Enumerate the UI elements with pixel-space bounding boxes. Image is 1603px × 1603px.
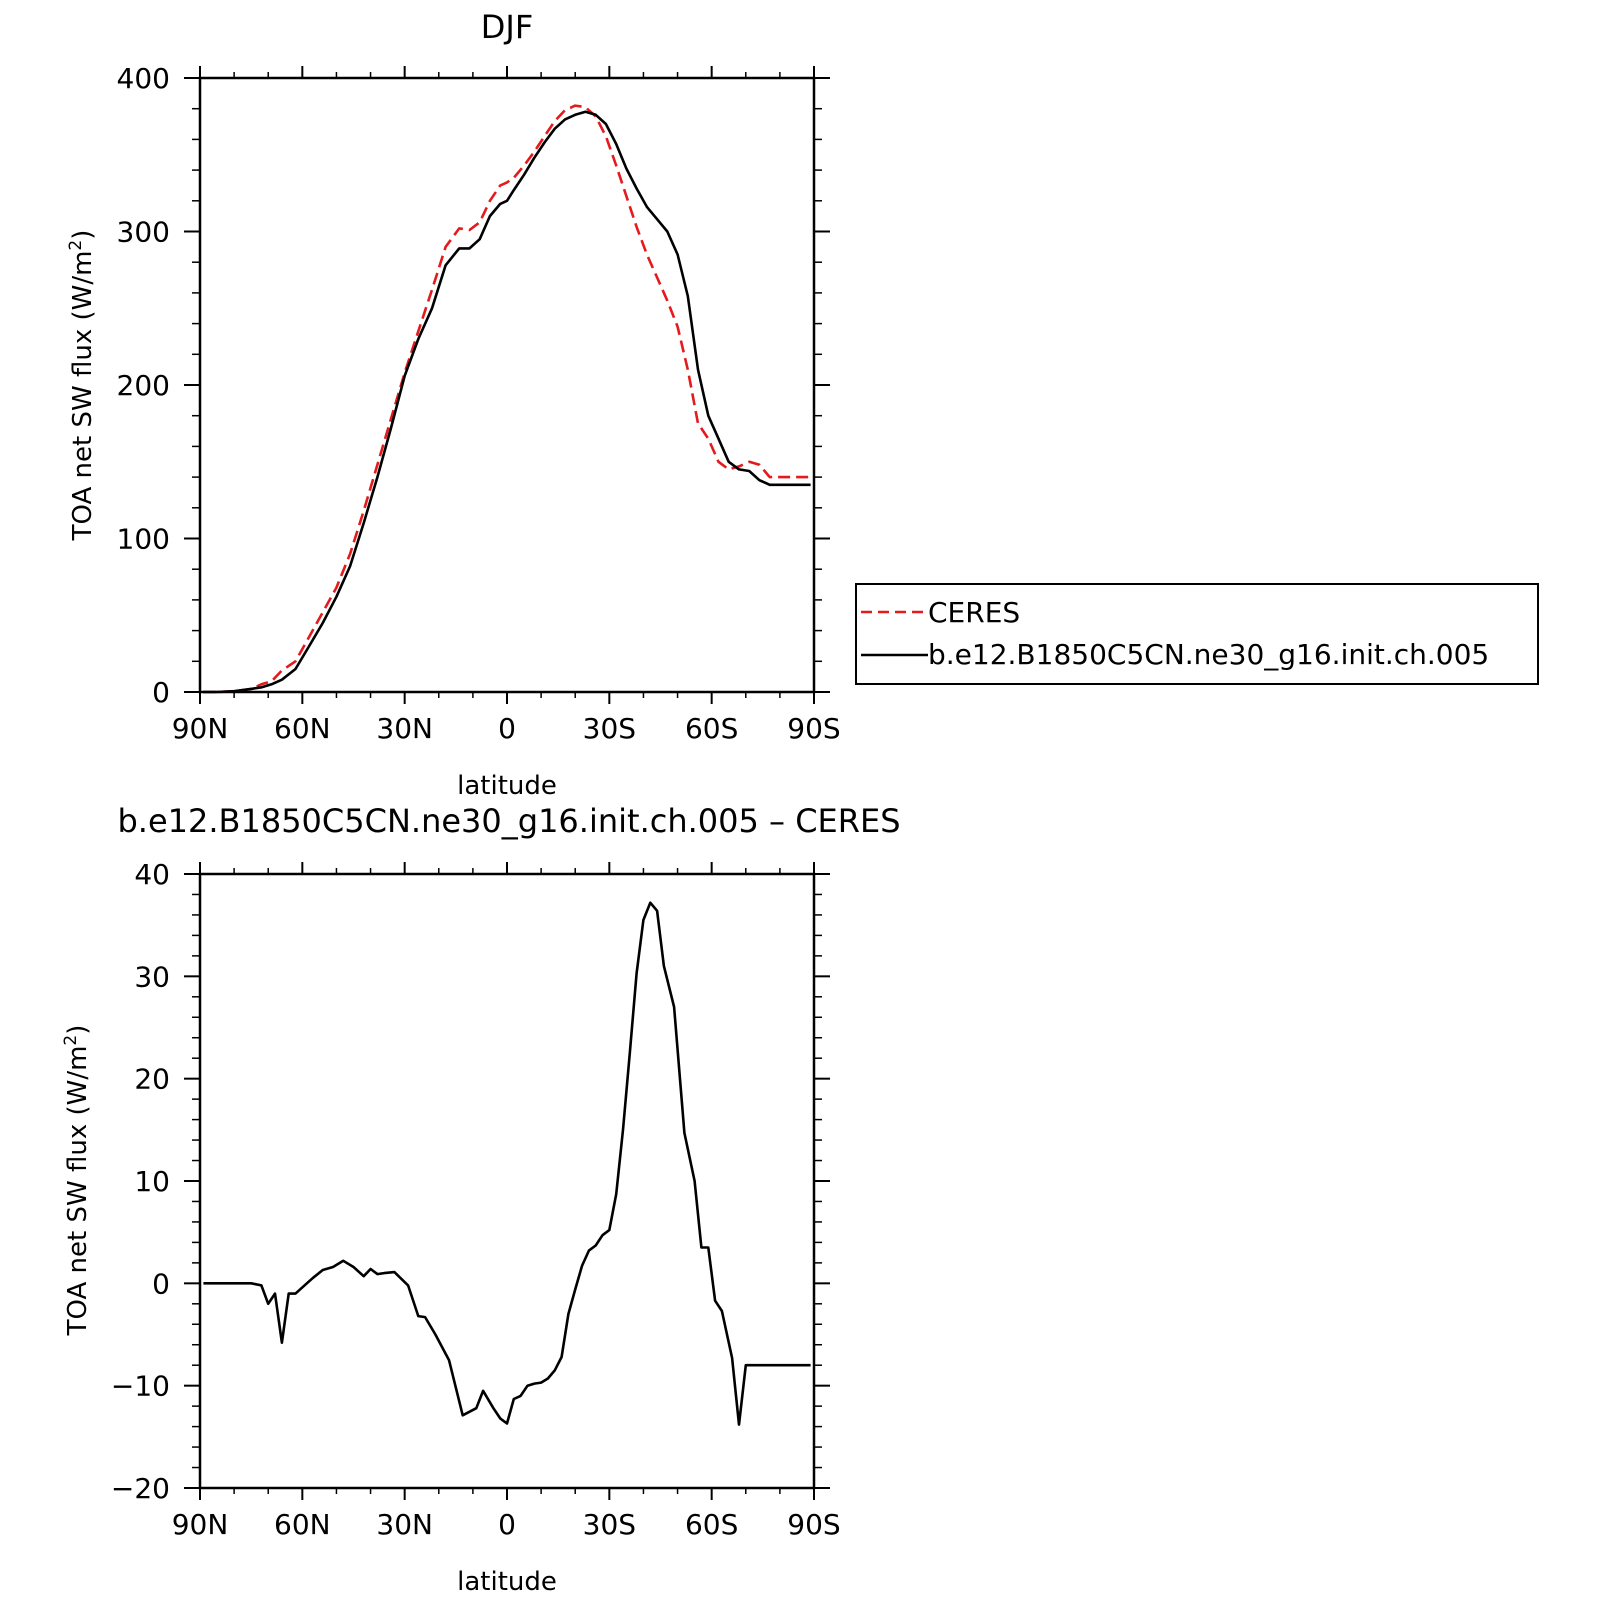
top-xtick-label: 0 [498,712,516,745]
bottom-xtick-label: 90N [172,1508,229,1541]
legend-label-model: b.e12.B1850C5CN.ne30_g16.init.ch.005 [928,638,1489,671]
top-panel: DJF 90N 60N 30N 0 30S 60S 90S 0 100 200 300 400 lat… [66,8,841,801]
top-panel-xlabel: latitude [457,771,557,801]
bottom-ytick-label: −10 [111,1370,170,1403]
legend-box [855,583,1539,685]
top-panel-ylabel: TOA net SW flux (W/m2) [66,230,98,542]
bottom-ytick-label: 0 [152,1267,170,1300]
top-ytick-label: 0 [152,676,170,709]
bottom-panel-ticks: 90N 60N 30N 0 30S 60S 90S −20 −10 0 10 20 30 40 [111,858,841,1541]
top-series-line-1 [203,110,811,694]
top-xtick-label: 60S [685,712,738,745]
bottom-ytick-label: 10 [134,1165,170,1198]
bottom-xtick-label: 60N [274,1508,331,1541]
bottom-xtick-label: 90S [787,1508,840,1541]
top-xtick-label: 60N [274,712,331,745]
top-xtick-label: 30S [583,712,636,745]
top-xtick-label: 90N [172,712,229,745]
top-ytick-label: 300 [117,216,170,249]
bottom-xtick-label: 30N [376,1508,433,1541]
bottom-ytick-label: 30 [134,960,170,993]
bottom-panel-series [203,901,811,1426]
top-xtick-label: 30N [376,712,433,745]
legend-label-ceres: CERES [928,596,1020,629]
bottom-panel-frame [198,872,816,1490]
bottom-panel-ylabel-sup: 2 [61,1035,81,1046]
top-panel-series [203,104,811,694]
bottom-ytick-label: 20 [134,1063,170,1096]
top-ytick-label: 100 [117,523,170,556]
top-xtick-label: 90S [787,712,840,745]
bottom-xtick-label: 30S [583,1508,636,1541]
bottom-ytick-label: 40 [134,858,170,891]
bottom-panel-title: b.e12.B1850C5CN.ne30_g16.init.ch.005 – C… [117,802,900,840]
legend: CERES b.e12.B1850C5CN.ne30_g16.init.ch.0… [855,583,1539,685]
bottom-panel-ylabel-close: ) [63,1025,93,1035]
top-panel-frame [198,76,816,694]
top-ytick-label: 400 [117,62,170,95]
top-panel-ticks: 90N 60N 30N 0 30S 60S 90S 0 100 200 300 400 [117,62,841,745]
bottom-xtick-label: 60S [685,1508,738,1541]
bottom-panel-ylabel-main: TOA net SW flux (W/m [63,1046,93,1337]
top-panel-ylabel-sup: 2 [66,240,86,251]
bottom-xtick-label: 0 [498,1508,516,1541]
top-panel-ylabel-close: ) [68,230,98,240]
top-panel-ylabel-main: TOA net SW flux (W/m [68,251,98,542]
bottom-series-line-0 [203,901,811,1426]
top-panel-title: DJF [481,8,533,46]
top-series-line-0 [203,104,811,694]
bottom-panel-ylabel: TOA net SW flux (W/m2) [61,1025,93,1337]
bottom-panel: b.e12.B1850C5CN.ne30_g16.init.ch.005 – C… [61,802,901,1597]
bottom-ytick-label: −20 [111,1472,170,1505]
bottom-panel-xlabel: latitude [457,1567,557,1597]
top-ytick-label: 200 [117,369,170,402]
